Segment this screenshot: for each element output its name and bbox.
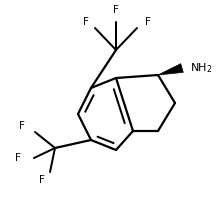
- Text: NH$_2$: NH$_2$: [190, 61, 213, 75]
- Text: F: F: [39, 175, 45, 185]
- Text: F: F: [19, 121, 25, 131]
- Polygon shape: [158, 64, 183, 75]
- Text: F: F: [15, 153, 21, 163]
- Text: F: F: [145, 17, 151, 27]
- Text: F: F: [83, 17, 89, 27]
- Text: F: F: [113, 5, 119, 15]
